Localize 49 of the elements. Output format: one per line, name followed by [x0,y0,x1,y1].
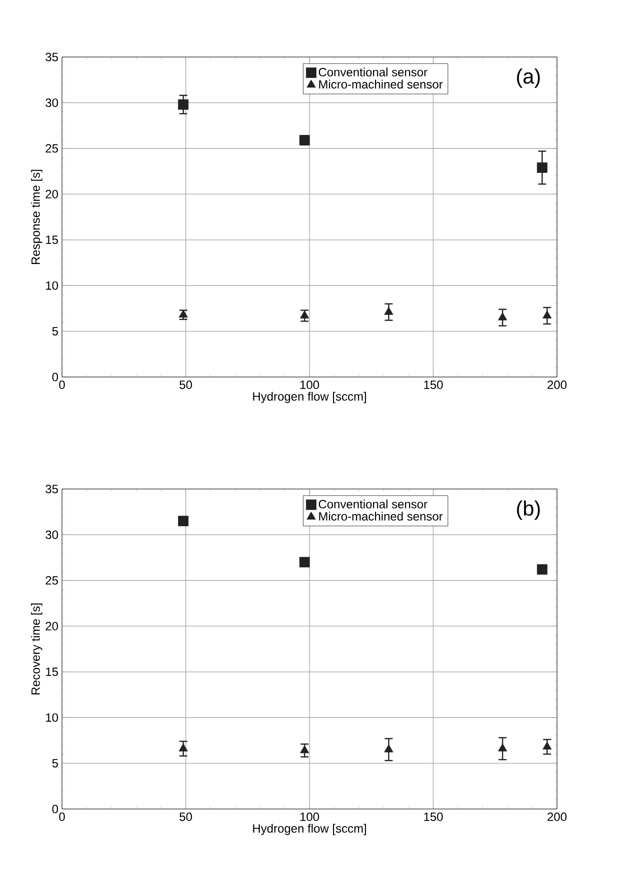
x-tick-label: 50 [180,812,192,822]
y-tick-label: 25 [46,144,58,153]
point [536,162,548,173]
x-tick-label: 50 [180,380,192,390]
point [384,306,394,315]
point [300,310,310,318]
y-tick-label: 0 [52,804,58,814]
annotation: (b) [517,500,540,520]
y-tick-label: 35 [46,484,58,494]
y-axis-title: Recovery time [s] [31,604,42,694]
y-tick-label: 20 [46,190,58,198]
x-axis-title: Hydrogen flow [sccm] [253,824,366,836]
x-tick-label: 200 [548,812,567,822]
y-tick-label: 15 [46,668,58,676]
point [178,516,188,526]
point [498,312,508,320]
point [299,556,310,568]
y-tick-label: 25 [46,576,58,585]
x-tick-label: 100 [300,812,320,822]
point [178,99,188,110]
y-tick-label: 5 [52,759,58,768]
y-tick-label: 15 [46,236,58,244]
legend-label: Conventional sensor [318,500,428,508]
legend-label: Micro-machined sensor [319,512,443,521]
y-tick-label: 10 [46,281,58,290]
x-tick-label: 0 [59,812,65,822]
point [536,564,548,575]
point [300,745,310,754]
point [384,744,394,752]
y-tick-label: 30 [46,530,58,539]
legend-label: Micro-machined sensor [319,80,443,89]
point [498,743,508,752]
y-tick-label: 10 [46,713,58,722]
y-tick-label: 35 [46,52,58,62]
x-tick-label: 150 [424,812,443,822]
y-axis-title: Response time [s] [31,170,42,264]
x-tick-label: 100 [300,380,320,390]
y-tick-label: 30 [46,98,58,107]
x-tick-label: 200 [548,380,567,390]
point [542,310,552,318]
y-tick-label: 20 [46,622,58,630]
y-tick-label: 5 [52,327,58,336]
x-tick-label: 0 [59,380,65,390]
legend-label: Conventional sensor [318,68,428,76]
y-tick-label: 0 [52,372,58,382]
point [178,310,188,318]
x-axis-title: Hydrogen flow [sccm] [253,392,366,404]
x-tick-label: 150 [424,380,443,390]
annotation: (a) [517,68,540,88]
